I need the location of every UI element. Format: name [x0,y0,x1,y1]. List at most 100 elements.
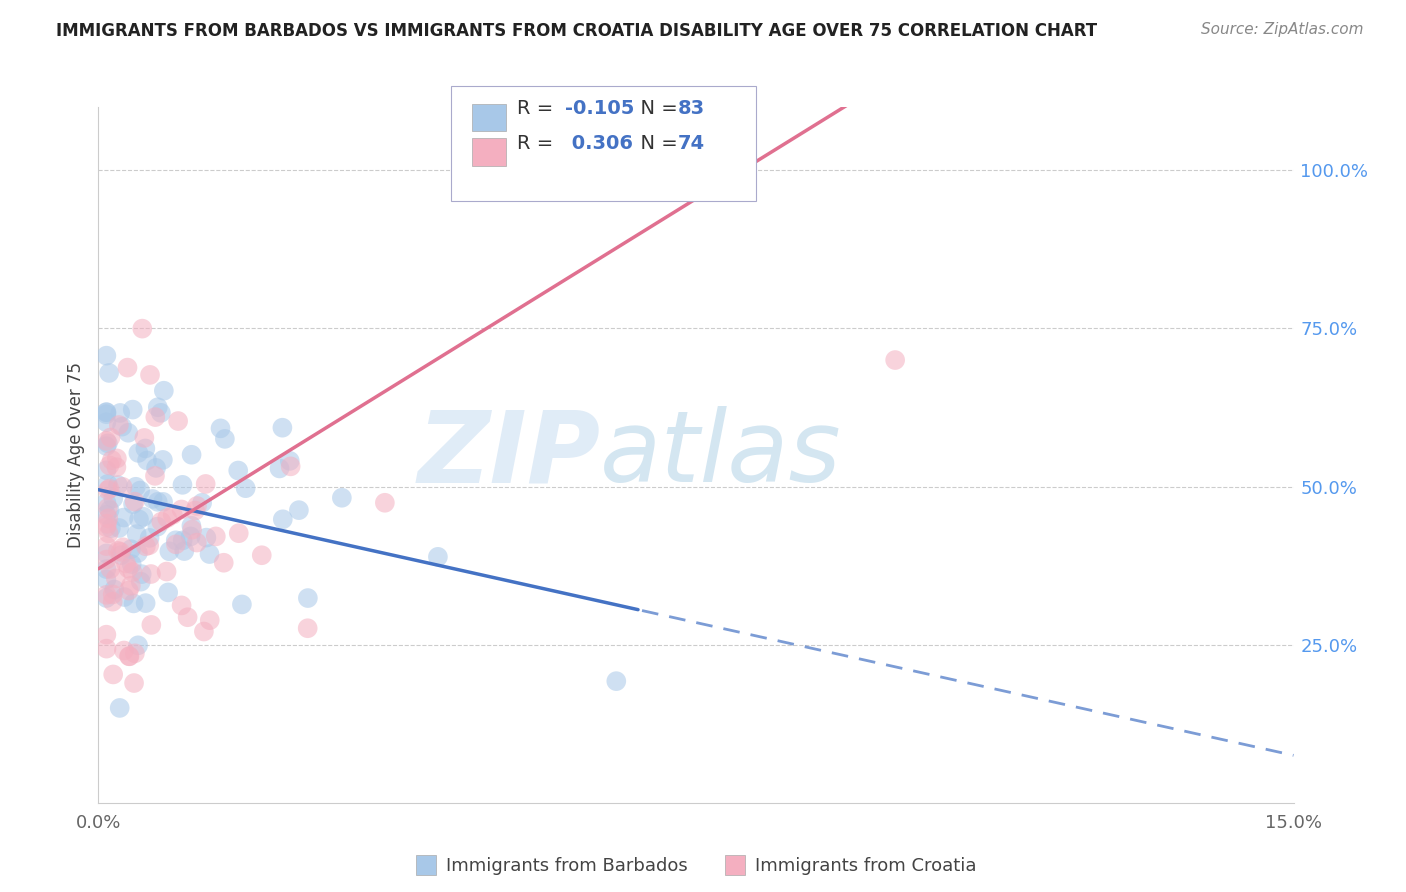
Point [134,431,156,445]
Point [96,434,118,448]
Point [297,621,319,635]
Point [96,546,118,560]
Text: ZIP: ZIP [418,407,600,503]
Point [125,480,148,494]
Point [142,491,165,506]
Point [180,529,202,543]
Point [117,561,139,575]
Point [195,531,218,545]
Point [96,628,118,642]
Point [96,405,118,419]
Point [121,565,143,579]
Point [118,649,141,664]
Point [138,538,160,552]
Point [146,519,169,533]
Point [209,421,232,435]
Point [131,321,153,335]
Text: -0.105: -0.105 [565,99,634,118]
Text: N =: N = [628,134,683,153]
Point [117,425,139,440]
Point [112,510,135,524]
Point [117,360,139,375]
Text: IMMIGRANTS FROM BARBADOS VS IMMIGRANTS FROM CROATIA DISABILITY AGE OVER 75 CORRE: IMMIGRANTS FROM BARBADOS VS IMMIGRANTS F… [56,22,1097,40]
Point [131,567,153,582]
Point [98,366,121,380]
Point [112,590,135,604]
Legend: Immigrants from Barbados, Immigrants from Croatia: Immigrants from Barbados, Immigrants fro… [408,850,984,882]
Point [100,430,122,444]
Point [100,562,122,576]
Point [96,641,118,656]
Point [97,436,120,450]
Point [173,544,195,558]
Point [97,500,120,515]
Point [100,521,122,535]
Point [127,446,149,460]
Point [250,548,273,562]
Point [139,567,162,582]
FancyBboxPatch shape [451,87,756,201]
Point [129,574,152,589]
Point [127,546,149,560]
Point [97,511,120,525]
Point [269,461,291,475]
Point [271,420,294,434]
Point [96,415,118,429]
Point [212,556,235,570]
Point [97,483,120,497]
Point [101,595,124,609]
Point [96,495,118,509]
Point [184,503,207,517]
Point [150,515,173,529]
Point [124,494,146,508]
Point [135,539,157,553]
Point [110,548,132,562]
Point [157,544,180,558]
Point [112,541,135,555]
Point [172,478,194,492]
Point [96,562,118,576]
Point [103,491,125,506]
Point [96,552,118,566]
Point [96,463,118,477]
Point [180,448,202,462]
Point [127,638,149,652]
Point [172,533,194,548]
Point [96,349,118,363]
Text: 83: 83 [678,99,706,118]
Point [112,643,135,657]
Text: Source: ZipAtlas.com: Source: ZipAtlas.com [1201,22,1364,37]
Point [138,531,160,545]
Point [152,453,174,467]
Point [98,503,121,517]
Point [122,676,145,690]
Point [191,496,214,510]
Point [186,535,208,549]
Point [103,582,125,597]
Point [97,526,120,541]
Point [96,439,118,453]
Point [96,539,118,553]
Point [271,512,294,526]
Point [105,451,128,466]
Point [122,497,145,511]
Text: N =: N = [628,99,683,118]
Point [146,495,169,509]
Point [108,701,131,715]
Point [96,407,118,421]
FancyBboxPatch shape [472,138,506,166]
Point [162,508,184,522]
Point [103,667,125,681]
Point [132,509,155,524]
Point [128,512,150,526]
Point [136,453,159,467]
Point [152,495,174,509]
Point [121,402,143,417]
Point [153,384,176,398]
Point [149,406,172,420]
Point [108,417,131,432]
Point [156,511,179,525]
Point [228,526,250,541]
Point [186,499,208,513]
Point [115,557,138,571]
